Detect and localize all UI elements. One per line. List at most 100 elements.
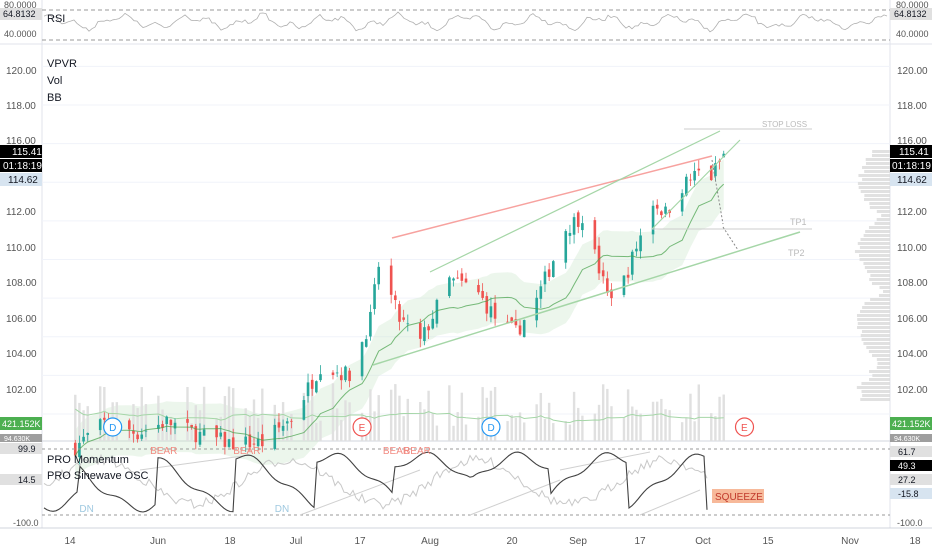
rsi-label: RSI — [47, 13, 65, 25]
volume-bar — [622, 417, 626, 441]
candle-body — [581, 223, 584, 231]
candle-body — [572, 217, 576, 235]
candle-body — [248, 434, 252, 448]
candle-body — [635, 248, 638, 252]
right-tick-120: 120.00 — [897, 66, 928, 77]
candle-body — [506, 321, 509, 323]
left-tick-102: 102.00 — [6, 385, 37, 396]
osc-diagonal — [559, 451, 651, 471]
volume-profile-bar — [864, 302, 890, 305]
volume-profile-bar — [870, 274, 890, 277]
candle — [477, 279, 480, 295]
volume-bar — [577, 407, 580, 441]
volume-profile-bar — [876, 366, 890, 369]
left-volume-tag-text: 421.152K — [2, 419, 41, 429]
candle-body — [331, 372, 335, 375]
volume-profile-bar — [865, 162, 890, 165]
volume-bar — [335, 408, 339, 441]
volume-profile-bar — [872, 150, 890, 153]
candle — [568, 224, 572, 245]
time-axis-label: Sep — [569, 536, 587, 547]
candle-body — [198, 431, 202, 445]
volume-bar — [581, 415, 584, 441]
volume-profile-bar — [863, 262, 890, 265]
candle-body — [514, 319, 518, 326]
volume-bar — [489, 390, 493, 441]
candle — [244, 427, 247, 452]
volume-bar — [477, 416, 480, 441]
resistance-trendline[interactable] — [391, 155, 713, 239]
indicator-label-vpvr[interactable]: VPVR — [47, 58, 77, 70]
candle — [709, 165, 713, 182]
candle — [339, 367, 343, 390]
volume-profile-bar — [876, 358, 890, 361]
volume-bar — [373, 411, 376, 441]
right-price-axis[interactable]: 120.00 118.00 116.00 112.00 110.00 108.0… — [897, 66, 928, 396]
volume-bar — [340, 419, 343, 441]
candle — [73, 439, 77, 458]
squeeze-badge — [712, 489, 764, 503]
candle — [601, 262, 605, 284]
candle-body — [452, 278, 455, 281]
volume-profile-bar — [857, 326, 890, 329]
candle — [140, 428, 144, 442]
candle — [435, 298, 439, 328]
time-axis[interactable]: 14 Jun 18 Jul 17 Aug 20 Sep 17 Oct 15 Nov 18 — [64, 536, 921, 547]
osc-label-sinewave[interactable]: PRO Sinewave OSC — [47, 470, 149, 482]
rsi-pane[interactable]: RSI 80.0000 64.8132 40.0000 80.0000 64.8… — [0, 0, 932, 41]
candle — [82, 428, 85, 444]
candle — [680, 189, 684, 216]
sinewave-oscillator-line — [43, 453, 708, 510]
candle-body — [660, 211, 663, 216]
left-price-axis[interactable]: 120.00 118.00 116.00 112.00 110.00 108.0… — [6, 66, 37, 396]
volume-bar — [710, 413, 713, 441]
support-trendline[interactable] — [372, 231, 801, 366]
volume-bar — [714, 416, 717, 441]
candle — [576, 210, 580, 234]
candle-body — [680, 193, 684, 212]
volume-profile-bar — [865, 158, 890, 161]
volume-profile-bar — [857, 182, 890, 185]
time-axis-label: Jun — [150, 536, 166, 547]
candle — [630, 249, 634, 281]
event-marker[interactable]: E — [734, 417, 755, 437]
candle-body — [402, 317, 405, 320]
candle-body — [132, 430, 135, 434]
candle — [157, 415, 160, 433]
volume-profile-bar — [860, 310, 890, 313]
event-marker[interactable]: D — [481, 417, 501, 437]
volume-profile-bar — [866, 346, 890, 349]
volume-bar — [319, 420, 322, 441]
candle-body — [485, 296, 489, 314]
indicator-label-bb[interactable]: BB — [47, 92, 62, 104]
candle-body — [398, 304, 401, 322]
right-level-tag-text: 114.62 — [897, 175, 927, 186]
event-marker[interactable]: D — [103, 417, 123, 437]
osc-right-tag-1 — [890, 446, 932, 457]
volume-bar — [377, 395, 380, 441]
projection-arrow-2 — [722, 226, 739, 251]
event-marker[interactable]: E — [352, 417, 372, 437]
candle — [660, 210, 663, 219]
volume-bar — [510, 415, 513, 441]
indicator-label-vol[interactable]: Vol — [47, 75, 62, 87]
left-volume-tag-bg — [0, 417, 42, 430]
osc-label-momentum[interactable]: PRO Momentum — [47, 454, 129, 466]
osc-left-top-tag — [0, 443, 42, 454]
candle — [344, 365, 347, 383]
candle — [373, 277, 376, 315]
volume-profile-bar — [859, 254, 890, 257]
upper-inner-channel-line[interactable] — [429, 130, 721, 273]
osc-right-tag-2 — [890, 460, 932, 471]
candle — [136, 431, 139, 443]
volume-bars — [74, 383, 725, 441]
volume-bar — [315, 422, 318, 441]
osc-signal-label: DN — [275, 504, 289, 515]
volume-bar — [639, 413, 642, 441]
candle — [290, 418, 293, 429]
wedge-lower-line[interactable] — [651, 139, 741, 230]
volume-bar — [423, 409, 426, 441]
